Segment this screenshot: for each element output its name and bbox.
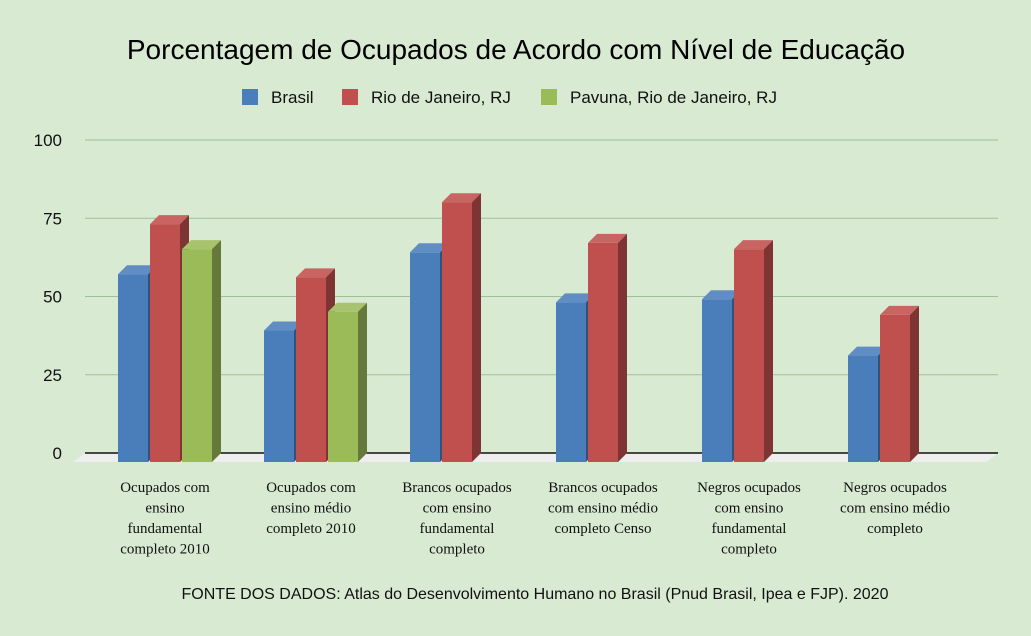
bar-front bbox=[702, 299, 732, 462]
bar bbox=[588, 233, 627, 462]
bar-side bbox=[472, 193, 481, 462]
bar-top bbox=[702, 290, 741, 300]
bar bbox=[734, 240, 773, 462]
y-tick-label: 100 bbox=[34, 131, 62, 150]
bar-top bbox=[442, 193, 481, 203]
bar-front bbox=[556, 302, 586, 462]
bar-front bbox=[410, 252, 440, 462]
bar-front bbox=[150, 224, 180, 462]
bar bbox=[880, 305, 919, 462]
bar-front bbox=[182, 249, 212, 462]
chart-title: Porcentagem de Ocupados de Acordo com Ní… bbox=[127, 34, 905, 65]
bar-top bbox=[328, 302, 367, 312]
bar bbox=[328, 302, 367, 462]
y-tick-label: 25 bbox=[43, 366, 62, 385]
legend-item: Pavuna, Rio de Janeiro, RJ bbox=[541, 88, 777, 107]
bar-top bbox=[734, 240, 773, 250]
bar-side bbox=[910, 305, 919, 462]
bar-front bbox=[734, 249, 764, 462]
bar-side bbox=[618, 233, 627, 462]
bar-front bbox=[118, 274, 148, 462]
x-category-label: Ocupados com ensino médio completo 2010 bbox=[266, 480, 356, 537]
bar-front bbox=[442, 202, 472, 462]
legend-swatch bbox=[342, 89, 358, 105]
bar-top bbox=[880, 305, 919, 315]
bar-front bbox=[264, 330, 294, 462]
bar-front bbox=[848, 355, 878, 462]
bar-top bbox=[150, 215, 189, 225]
legend-swatch bbox=[541, 89, 557, 105]
gridlines bbox=[85, 139, 998, 376]
y-tick-label: 0 bbox=[53, 444, 62, 463]
bar-top bbox=[588, 233, 627, 243]
bars bbox=[118, 193, 919, 462]
x-category-label: Brancos ocupados com ensino fundamental com… bbox=[402, 480, 512, 558]
bar-side bbox=[212, 240, 221, 462]
bar bbox=[182, 240, 221, 462]
bar-front bbox=[880, 314, 910, 462]
bar-top bbox=[264, 321, 303, 331]
legend-label: Pavuna, Rio de Janeiro, RJ bbox=[570, 88, 777, 107]
bar-top bbox=[410, 243, 449, 253]
legend-label: Brasil bbox=[271, 88, 314, 107]
legend-item: Rio de Janeiro, RJ bbox=[342, 88, 511, 107]
bar-front bbox=[588, 242, 618, 462]
bar-front bbox=[296, 277, 326, 462]
bar-top bbox=[848, 346, 887, 356]
bar bbox=[442, 193, 481, 462]
bar-top bbox=[556, 293, 595, 303]
y-tick-label: 50 bbox=[43, 288, 62, 307]
legend-swatch bbox=[242, 89, 258, 105]
legend-label: Rio de Janeiro, RJ bbox=[371, 88, 511, 107]
x-category-label: Brancos ocupados com ensino médio completo… bbox=[548, 480, 658, 537]
bar-top bbox=[182, 240, 221, 250]
bar-side bbox=[358, 302, 367, 462]
x-category-label: Negros ocupados com ensino médio completo bbox=[840, 480, 950, 537]
x-axis-categories: Ocupados com ensino fundamental completo 20… bbox=[120, 480, 950, 558]
x-category-label: Ocupados com ensino fundamental completo 20… bbox=[120, 480, 210, 558]
y-axis-ticks: 0 25 50 75 100 bbox=[34, 131, 62, 463]
bar-side bbox=[764, 240, 773, 462]
legend: Brasil Rio de Janeiro, RJ Pavuna, Rio de J… bbox=[242, 88, 777, 107]
y-tick-label: 75 bbox=[43, 209, 62, 228]
bar-front bbox=[328, 311, 358, 462]
bar-top bbox=[118, 265, 157, 275]
x-category-label: Negros ocupados com ensino fundamental comp… bbox=[697, 480, 801, 558]
legend-item: Brasil bbox=[242, 88, 314, 107]
source-note: FONTE DOS DADOS: Atlas do Desenvolviment… bbox=[182, 586, 889, 603]
bar-top bbox=[296, 268, 335, 278]
